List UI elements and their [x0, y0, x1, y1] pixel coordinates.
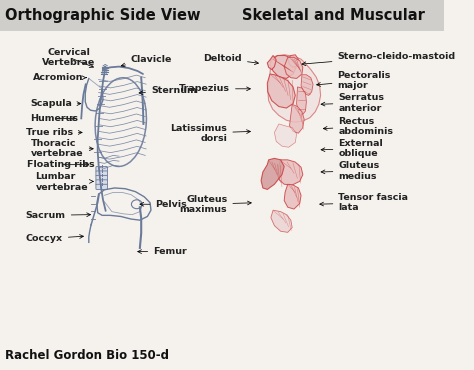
Text: Acromion: Acromion — [33, 73, 87, 82]
Text: Sterno-cleido-mastoid: Sterno-cleido-mastoid — [302, 52, 456, 65]
Text: Trapezius: Trapezius — [179, 84, 250, 93]
Text: Gluteus
medius: Gluteus medius — [321, 161, 380, 181]
Text: Rachel Gordon Bio 150-d: Rachel Gordon Bio 150-d — [5, 349, 169, 362]
Text: Sternum: Sternum — [139, 86, 197, 95]
Polygon shape — [270, 56, 297, 78]
Text: Orthographic Side View: Orthographic Side View — [5, 8, 201, 23]
Polygon shape — [268, 55, 320, 122]
Polygon shape — [284, 57, 303, 78]
Text: Lumbar
vertebrae: Lumbar vertebrae — [36, 172, 94, 192]
Text: Clavicle: Clavicle — [121, 55, 173, 67]
Polygon shape — [267, 56, 276, 70]
Polygon shape — [267, 74, 295, 108]
Text: Cervical
Vertebrae: Cervical Vertebrae — [42, 48, 95, 67]
Polygon shape — [290, 104, 304, 133]
Text: Latissimus
dorsi: Latissimus dorsi — [171, 124, 250, 143]
Polygon shape — [271, 210, 292, 232]
FancyBboxPatch shape — [96, 171, 108, 176]
FancyBboxPatch shape — [96, 166, 108, 172]
Text: External
oblique: External oblique — [321, 139, 383, 158]
FancyBboxPatch shape — [96, 175, 108, 181]
Polygon shape — [297, 87, 306, 115]
Polygon shape — [261, 158, 284, 189]
Text: Thoracic
vertebrae: Thoracic vertebrae — [31, 139, 93, 158]
Bar — [0, 0, 444, 31]
Text: Rectus
abdominis: Rectus abdominis — [323, 117, 393, 136]
Text: Femur: Femur — [138, 247, 187, 256]
Text: Tensor fascia
lata: Tensor fascia lata — [320, 193, 409, 212]
FancyBboxPatch shape — [96, 184, 108, 189]
Text: Sacrum: Sacrum — [26, 211, 91, 220]
Text: True ribs: True ribs — [26, 128, 82, 137]
Text: Deltoid: Deltoid — [203, 54, 258, 64]
Polygon shape — [301, 75, 313, 95]
Polygon shape — [277, 160, 303, 185]
Text: Humerus: Humerus — [30, 114, 78, 123]
Polygon shape — [274, 124, 297, 147]
Text: Pectoralis
major: Pectoralis major — [317, 71, 391, 90]
Text: Floating ribs: Floating ribs — [27, 160, 94, 169]
FancyBboxPatch shape — [96, 180, 108, 185]
Text: Pelvis: Pelvis — [140, 200, 187, 209]
Text: Skeletal and Muscular: Skeletal and Muscular — [242, 8, 425, 23]
Text: Scapula: Scapula — [30, 99, 81, 108]
Text: Serratus
anterior: Serratus anterior — [321, 93, 384, 112]
Polygon shape — [284, 184, 301, 209]
Text: Gluteus
maximus: Gluteus maximus — [180, 195, 251, 214]
Text: Coccyx: Coccyx — [26, 234, 83, 243]
Polygon shape — [288, 55, 299, 67]
